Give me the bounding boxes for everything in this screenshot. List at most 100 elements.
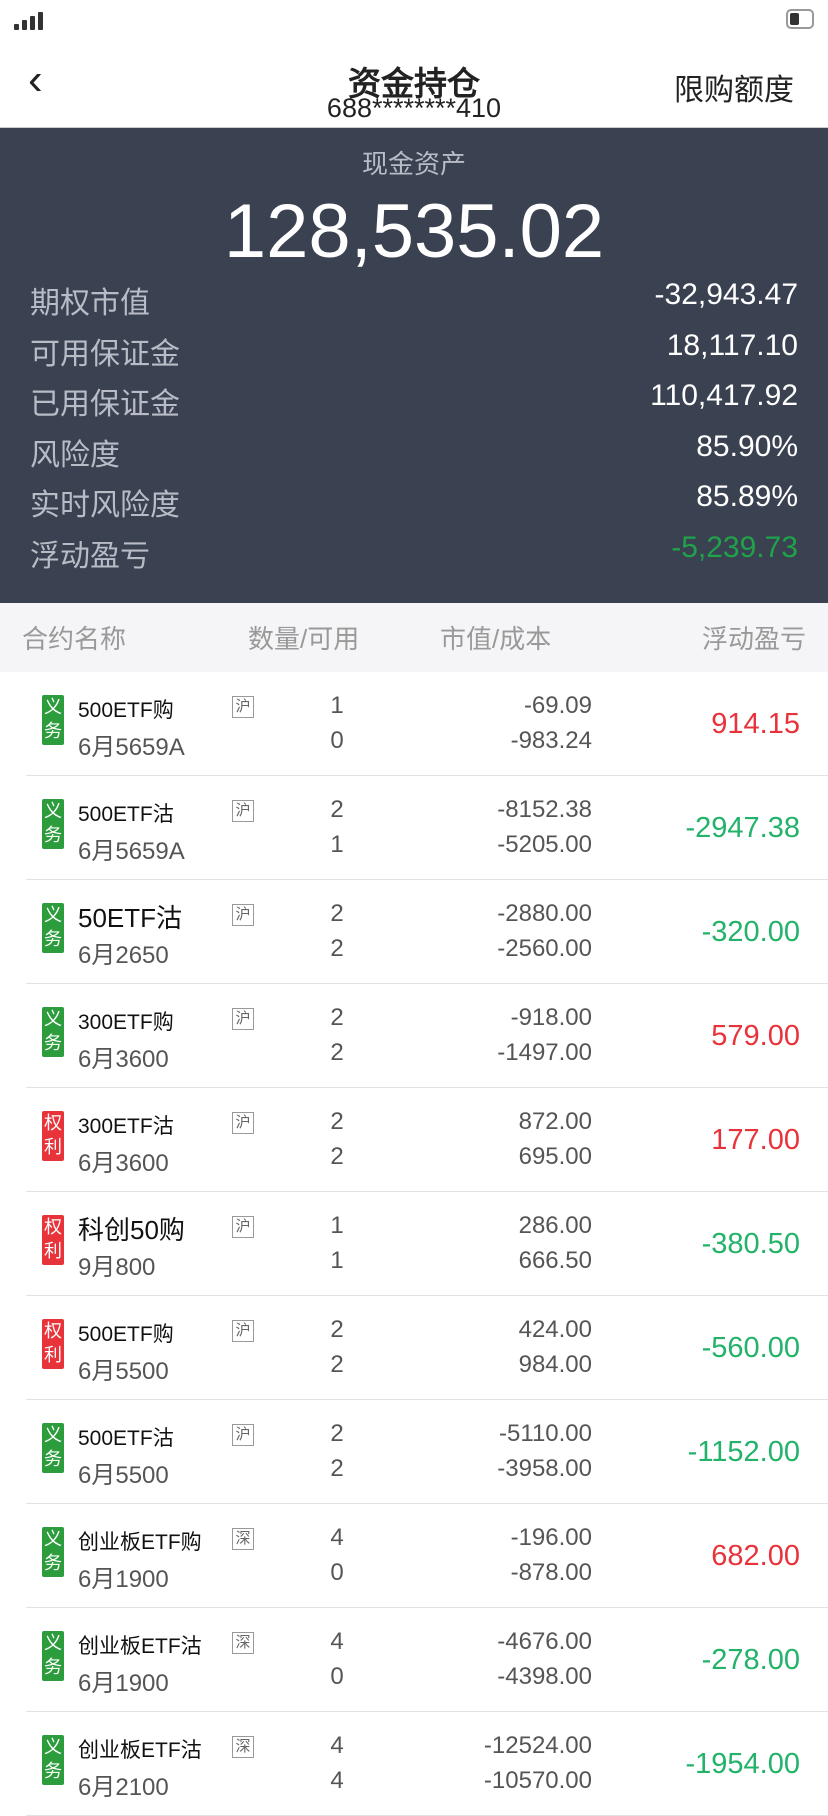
table-row[interactable]: 义务 500ETF购 6月5659A 沪 1 0 -69.09 -983.24 … xyxy=(26,672,828,776)
position-type-badge: 义务 xyxy=(42,903,64,953)
floating-pl: -2947.38 xyxy=(685,812,801,844)
exchange-badge: 沪 xyxy=(232,1216,254,1238)
summary-value: -5,239.73 xyxy=(671,530,798,564)
contract-name: 创业板ETF沽 xyxy=(78,1635,202,1658)
table-header: 合约名称 数量/可用 市值/成本 浮动盈亏 xyxy=(0,603,828,672)
contract-expiry: 6月5500 xyxy=(78,1462,169,1489)
back-button[interactable]: ‹ xyxy=(28,55,43,104)
table-row[interactable]: 义务 创业板ETF沽 6月2100 深 4 4 -12524.00 -10570… xyxy=(26,1712,828,1816)
summary-value: 85.89% xyxy=(696,480,798,513)
contract-name: 500ETF购 xyxy=(78,1323,174,1346)
contract-expiry: 6月1900 xyxy=(78,1566,169,1593)
contract-expiry: 6月2100 xyxy=(78,1774,169,1801)
exchange-badge: 深 xyxy=(232,1528,254,1550)
available: 2 xyxy=(330,1455,344,1482)
table-row[interactable]: 义务 50ETF沽 6月2650 沪 2 2 -2880.00 -2560.00… xyxy=(26,880,828,984)
summary-value: 85.90% xyxy=(696,429,798,463)
header-contract: 合约名称 xyxy=(22,624,127,654)
position-type-badge: 义务 xyxy=(42,1007,64,1057)
available: 4 xyxy=(330,1767,344,1794)
contract-expiry: 6月5659A xyxy=(78,838,185,865)
summary-label: 浮动盈亏 xyxy=(30,539,150,573)
market-value: 286.00 xyxy=(518,1212,592,1239)
table-row[interactable]: 权利 300ETF沽 6月3600 沪 2 2 872.00 695.00 17… xyxy=(26,1088,828,1192)
floating-pl: -560.00 xyxy=(701,1332,800,1364)
cost: -3958.00 xyxy=(497,1455,592,1482)
floating-pl: -278.00 xyxy=(701,1644,800,1676)
exchange-badge: 沪 xyxy=(232,800,254,822)
cost: -5205.00 xyxy=(497,831,592,858)
exchange-badge: 沪 xyxy=(232,1008,254,1030)
table-row[interactable]: 义务 500ETF沽 6月5500 沪 2 2 -5110.00 -3958.0… xyxy=(26,1400,828,1504)
cash-label: 现金资产 xyxy=(361,149,466,179)
floating-pl: 177.00 xyxy=(711,1124,800,1156)
contract-expiry: 9月800 xyxy=(78,1254,156,1281)
quantity: 2 xyxy=(330,1108,344,1135)
summary-row: 浮动盈亏 -5,239.73 xyxy=(30,531,798,575)
summary-row: 实时风险度 85.89% xyxy=(30,480,798,524)
market-value: -918.00 xyxy=(510,1004,592,1031)
nav-bar: ‹ 资金持仓 688********410 限购额度 xyxy=(0,55,828,128)
available: 2 xyxy=(330,1351,344,1378)
table-row[interactable]: 权利 科创50购 9月800 沪 1 1 286.00 666.50 -380.… xyxy=(26,1192,828,1296)
exchange-badge: 深 xyxy=(232,1736,254,1758)
summary-label: 实时风险度 xyxy=(30,489,180,522)
summary-row: 可用保证金 18,117.10 xyxy=(30,329,798,373)
quantity: 2 xyxy=(330,1316,344,1343)
cost: -10570.00 xyxy=(483,1767,592,1794)
available: 0 xyxy=(330,727,344,754)
header-value-cost: 市值/成本 xyxy=(440,624,552,654)
contract-name: 500ETF购 xyxy=(78,699,174,722)
market-value: -5110.00 xyxy=(499,1420,592,1447)
summary-value: 18,117.10 xyxy=(666,328,798,362)
table-row[interactable]: 义务 创业板ETF购 6月1900 深 4 0 -196.00 -878.00 … xyxy=(26,1504,828,1608)
summary-label: 已用保证金 xyxy=(30,388,180,421)
quantity: 4 xyxy=(330,1628,344,1655)
contract-name: 50ETF沽 xyxy=(78,903,183,933)
cost: -983.24 xyxy=(510,727,592,754)
market-value: -8152.38 xyxy=(497,796,592,823)
contract-name: 300ETF购 xyxy=(78,1011,174,1034)
exchange-badge: 沪 xyxy=(232,696,254,718)
contract-expiry: 6月5500 xyxy=(78,1358,169,1385)
position-type-badge: 权利 xyxy=(42,1319,64,1369)
quantity: 2 xyxy=(330,1420,344,1447)
table-row[interactable]: 义务 300ETF购 6月3600 沪 2 2 -918.00 -1497.00… xyxy=(26,984,828,1088)
contract-name: 科创50购 xyxy=(78,1215,185,1245)
cost: -2560.00 xyxy=(497,935,592,962)
battery-icon xyxy=(786,9,814,29)
exchange-badge: 沪 xyxy=(232,1112,254,1134)
quantity: 4 xyxy=(330,1524,344,1551)
floating-pl: 914.15 xyxy=(711,708,800,740)
available: 2 xyxy=(330,935,344,962)
market-value: -12524.00 xyxy=(483,1732,592,1759)
summary-panel: 现金资产 128,535.02 期权市值 -32,943.47 可用保证金 18,11… xyxy=(0,128,828,603)
floating-pl: 579.00 xyxy=(711,1020,800,1052)
market-value: 872.00 xyxy=(518,1108,592,1135)
exchange-badge: 深 xyxy=(232,1632,254,1654)
cost: 984.00 xyxy=(518,1351,592,1378)
floating-pl: -380.50 xyxy=(701,1228,800,1260)
market-value: -196.00 xyxy=(510,1524,592,1551)
floating-pl: -320.00 xyxy=(701,916,800,948)
contract-name: 500ETF沽 xyxy=(78,803,174,826)
cash-value: 128,535.02 xyxy=(223,189,605,274)
summary-label: 风险度 xyxy=(30,438,120,472)
header-quantity: 数量/可用 xyxy=(248,624,360,654)
table-row[interactable]: 权利 500ETF购 6月5500 沪 2 2 424.00 984.00 -5… xyxy=(26,1296,828,1400)
exchange-badge: 沪 xyxy=(232,1320,254,1342)
page-title: 资金持仓 xyxy=(348,65,480,102)
market-value: -69.09 xyxy=(523,692,592,719)
purchase-limit-button[interactable]: 限购额度 xyxy=(674,74,794,107)
account-number: 688********410 xyxy=(326,93,502,123)
position-type-badge: 义务 xyxy=(42,1631,64,1681)
summary-value: -32,943.47 xyxy=(654,278,798,311)
table-row[interactable]: 义务 500ETF沽 6月5659A 沪 2 1 -8152.38 -5205.… xyxy=(26,776,828,880)
table-row[interactable]: 义务 创业板ETF沽 6月1900 深 4 0 -4676.00 -4398.0… xyxy=(26,1608,828,1712)
position-type-badge: 义务 xyxy=(42,1735,64,1785)
position-type-badge: 义务 xyxy=(42,799,64,849)
summary-row: 期权市值 -32,943.47 xyxy=(30,278,798,322)
quantity: 2 xyxy=(330,796,344,823)
available: 0 xyxy=(330,1663,344,1690)
contract-name: 创业板ETF沽 xyxy=(78,1739,202,1762)
